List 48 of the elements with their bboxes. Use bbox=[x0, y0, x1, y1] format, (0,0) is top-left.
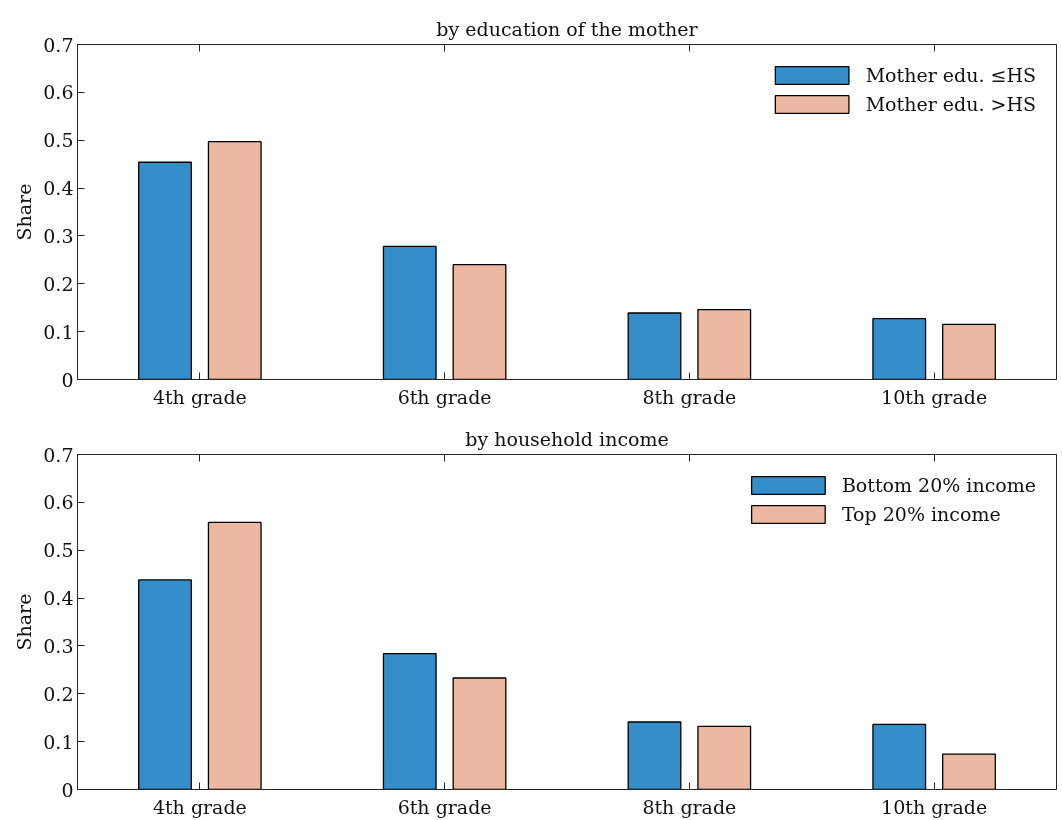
y-tick-label: 0.3 bbox=[43, 634, 74, 657]
y-tick-label: 0.5 bbox=[43, 539, 74, 562]
bar bbox=[627, 721, 682, 790]
bar bbox=[872, 723, 927, 790]
bar bbox=[138, 161, 192, 380]
legend-label: Mother edu. >HS bbox=[865, 93, 1036, 115]
y-tick-label: 0.1 bbox=[43, 320, 74, 343]
bar bbox=[382, 652, 437, 790]
bar bbox=[872, 318, 927, 380]
x-tick-label: 8th grade bbox=[642, 795, 737, 818]
legend-label: Mother edu. ≤HS bbox=[865, 64, 1036, 86]
bar bbox=[942, 323, 996, 380]
x-tick-label: 4th grade bbox=[152, 795, 247, 818]
bar bbox=[207, 141, 262, 380]
y-tick-label: 0.6 bbox=[43, 81, 74, 104]
y-tick-label: 0 bbox=[61, 368, 74, 391]
x-tick-label: 4th grade bbox=[152, 385, 247, 408]
chart-title: by education of the mother bbox=[436, 17, 699, 40]
x-tick-label: 10th grade bbox=[881, 795, 988, 818]
bar bbox=[697, 308, 752, 380]
bar bbox=[942, 753, 996, 790]
y-tick-label: 0.5 bbox=[43, 129, 74, 152]
bar bbox=[207, 521, 262, 790]
y-axis-title: Share bbox=[13, 593, 36, 651]
x-tick-label: 6th grade bbox=[397, 795, 492, 818]
chart-title: by household income bbox=[465, 427, 669, 450]
bar bbox=[382, 245, 437, 380]
x-tick-label: 10th grade bbox=[881, 385, 988, 408]
y-tick-label: 0.6 bbox=[43, 491, 74, 514]
y-tick-label: 0.4 bbox=[43, 587, 74, 610]
bar bbox=[452, 677, 507, 790]
bar bbox=[138, 579, 192, 790]
x-tick-label: 6th grade bbox=[397, 385, 492, 408]
bar bbox=[627, 312, 682, 380]
y-tick-label: 0.2 bbox=[43, 272, 74, 295]
y-axis-title: Share bbox=[13, 183, 36, 241]
legend-label: Bottom 20% income bbox=[841, 474, 1036, 496]
legend-label: Top 20% income bbox=[841, 503, 1001, 525]
bar bbox=[697, 725, 752, 790]
bar bbox=[452, 263, 507, 380]
y-tick-label: 0.3 bbox=[43, 224, 74, 247]
x-tick-label: 8th grade bbox=[642, 385, 737, 408]
y-tick-label: 0.7 bbox=[43, 33, 74, 56]
y-tick-label: 0.2 bbox=[43, 682, 74, 705]
y-tick-label: 0.1 bbox=[43, 730, 74, 753]
y-tick-label: 0.7 bbox=[43, 443, 74, 466]
y-tick-label: 0 bbox=[61, 778, 74, 801]
y-tick-label: 0.4 bbox=[43, 177, 74, 200]
